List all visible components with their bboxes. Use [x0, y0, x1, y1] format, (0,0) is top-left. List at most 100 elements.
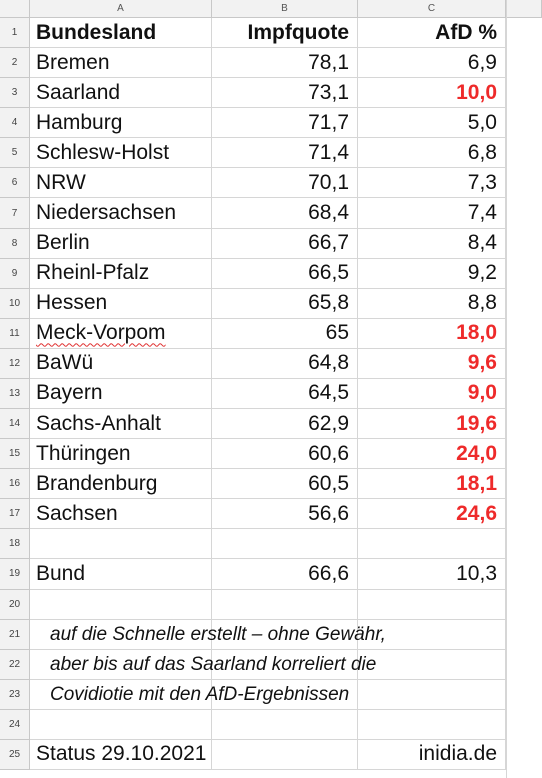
afd-share-cell[interactable]: 6,9: [358, 48, 506, 79]
vaccination-rate-cell[interactable]: 68,4: [212, 198, 358, 229]
empty-cell[interactable]: [30, 589, 212, 620]
vaccination-rate-cell[interactable]: 60,5: [212, 469, 358, 500]
state-name-cell[interactable]: Niedersachsen: [30, 198, 212, 229]
source-cell[interactable]: inidia.de: [358, 739, 506, 770]
vaccination-rate-cell[interactable]: 56,6: [212, 499, 358, 530]
empty-cell[interactable]: [30, 529, 212, 560]
vaccination-rate-cell[interactable]: 62,9: [212, 409, 358, 440]
total-vaccination-cell[interactable]: 66,6: [212, 559, 358, 590]
afd-share-cell[interactable]: 24,6: [358, 499, 506, 530]
row-header-11[interactable]: 11: [0, 318, 30, 349]
header-cell-impfquote[interactable]: Impfquote: [212, 18, 358, 49]
row-header-7[interactable]: 7: [0, 198, 30, 229]
state-name-cell[interactable]: BaWü: [30, 348, 212, 379]
afd-share-cell[interactable]: 10,0: [358, 78, 506, 109]
row-header-14[interactable]: 14: [0, 409, 30, 440]
total-name-cell[interactable]: Bund: [30, 559, 212, 590]
status-date-cell[interactable]: Status 29.10.2021: [30, 739, 212, 770]
state-name-cell[interactable]: Brandenburg: [30, 469, 212, 500]
empty-cell[interactable]: [212, 619, 358, 650]
row-header-19[interactable]: 19: [0, 559, 30, 590]
empty-cell[interactable]: [212, 679, 358, 710]
empty-cell[interactable]: [30, 649, 212, 680]
row-header-10[interactable]: 10: [0, 288, 30, 319]
state-name-cell[interactable]: Hamburg: [30, 108, 212, 139]
vaccination-rate-cell[interactable]: 66,5: [212, 258, 358, 289]
state-name-cell[interactable]: Saarland: [30, 78, 212, 109]
vaccination-rate-cell[interactable]: 64,5: [212, 378, 358, 410]
empty-cell[interactable]: [30, 709, 212, 740]
afd-share-cell[interactable]: 9,2: [358, 258, 506, 289]
empty-cell[interactable]: [30, 619, 212, 650]
state-name-cell[interactable]: Bremen: [30, 48, 212, 79]
row-header-12[interactable]: 12: [0, 348, 30, 379]
column-d-partial[interactable]: [506, 0, 542, 778]
afd-share-cell[interactable]: 8,8: [358, 288, 506, 319]
empty-cell[interactable]: [358, 649, 506, 680]
afd-share-cell[interactable]: 7,3: [358, 168, 506, 199]
afd-share-cell[interactable]: 6,8: [358, 138, 506, 169]
state-name-cell[interactable]: Bayern: [30, 378, 212, 410]
state-name-cell[interactable]: Sachsen: [30, 499, 212, 530]
empty-cell[interactable]: [358, 529, 506, 560]
row-header-16[interactable]: 16: [0, 469, 30, 500]
empty-cell[interactable]: [30, 679, 212, 710]
row-header-1[interactable]: 1: [0, 18, 30, 49]
empty-cell[interactable]: [212, 709, 358, 740]
afd-share-cell[interactable]: 18,0: [358, 318, 506, 349]
afd-share-cell[interactable]: 5,0: [358, 108, 506, 139]
vaccination-rate-cell[interactable]: 71,4: [212, 138, 358, 169]
vaccination-rate-cell[interactable]: 70,1: [212, 168, 358, 199]
afd-share-cell[interactable]: 9,0: [358, 378, 506, 410]
state-name-cell[interactable]: NRW: [30, 168, 212, 199]
vaccination-rate-cell[interactable]: 71,7: [212, 108, 358, 139]
state-name-cell[interactable]: Hessen: [30, 288, 212, 319]
state-name-cell[interactable]: Berlin: [30, 228, 212, 259]
row-header-2[interactable]: 2: [0, 48, 30, 79]
vaccination-rate-cell[interactable]: 65: [212, 318, 358, 349]
empty-cell[interactable]: [358, 679, 506, 710]
row-header-3[interactable]: 3: [0, 78, 30, 109]
empty-cell[interactable]: [358, 619, 506, 650]
column-header-a[interactable]: A: [30, 0, 212, 18]
afd-share-cell[interactable]: 24,0: [358, 439, 506, 470]
row-header-15[interactable]: 15: [0, 439, 30, 470]
row-header-20[interactable]: 20: [0, 589, 30, 620]
row-header-9[interactable]: 9: [0, 258, 30, 289]
select-all-corner[interactable]: [0, 0, 30, 18]
afd-share-cell[interactable]: 9,6: [358, 348, 506, 379]
vaccination-rate-cell[interactable]: 66,7: [212, 228, 358, 259]
empty-cell[interactable]: [358, 589, 506, 620]
empty-cell[interactable]: [212, 529, 358, 560]
empty-cell[interactable]: [212, 739, 358, 770]
row-header-17[interactable]: 17: [0, 499, 30, 530]
row-header-6[interactable]: 6: [0, 168, 30, 199]
empty-cell[interactable]: [212, 649, 358, 680]
empty-cell[interactable]: [212, 589, 358, 620]
row-header-18[interactable]: 18: [0, 529, 30, 560]
row-header-4[interactable]: 4: [0, 108, 30, 139]
afd-share-cell[interactable]: 19,6: [358, 409, 506, 440]
row-header-23[interactable]: 23: [0, 679, 30, 710]
afd-share-cell[interactable]: 18,1: [358, 469, 506, 500]
row-header-24[interactable]: 24: [0, 709, 30, 740]
column-header-b[interactable]: B: [212, 0, 358, 18]
row-header-21[interactable]: 21: [0, 619, 30, 650]
state-name-cell[interactable]: Meck-Vorpom: [30, 318, 212, 349]
row-header-13[interactable]: 13: [0, 378, 30, 410]
afd-share-cell[interactable]: 7,4: [358, 198, 506, 229]
state-name-cell[interactable]: Thüringen: [30, 439, 212, 470]
row-header-8[interactable]: 8: [0, 228, 30, 259]
vaccination-rate-cell[interactable]: 73,1: [212, 78, 358, 109]
state-name-cell[interactable]: Rheinl-Pfalz: [30, 258, 212, 289]
header-cell-afd[interactable]: AfD %: [358, 18, 506, 49]
state-name-cell[interactable]: Schlesw-Holst: [30, 138, 212, 169]
row-header-5[interactable]: 5: [0, 138, 30, 169]
empty-cell[interactable]: [358, 709, 506, 740]
vaccination-rate-cell[interactable]: 64,8: [212, 348, 358, 379]
vaccination-rate-cell[interactable]: 60,6: [212, 439, 358, 470]
row-header-22[interactable]: 22: [0, 649, 30, 680]
header-cell-bundesland[interactable]: Bundesland: [30, 18, 212, 49]
vaccination-rate-cell[interactable]: 78,1: [212, 48, 358, 79]
state-name-cell[interactable]: Sachs-Anhalt: [30, 409, 212, 440]
